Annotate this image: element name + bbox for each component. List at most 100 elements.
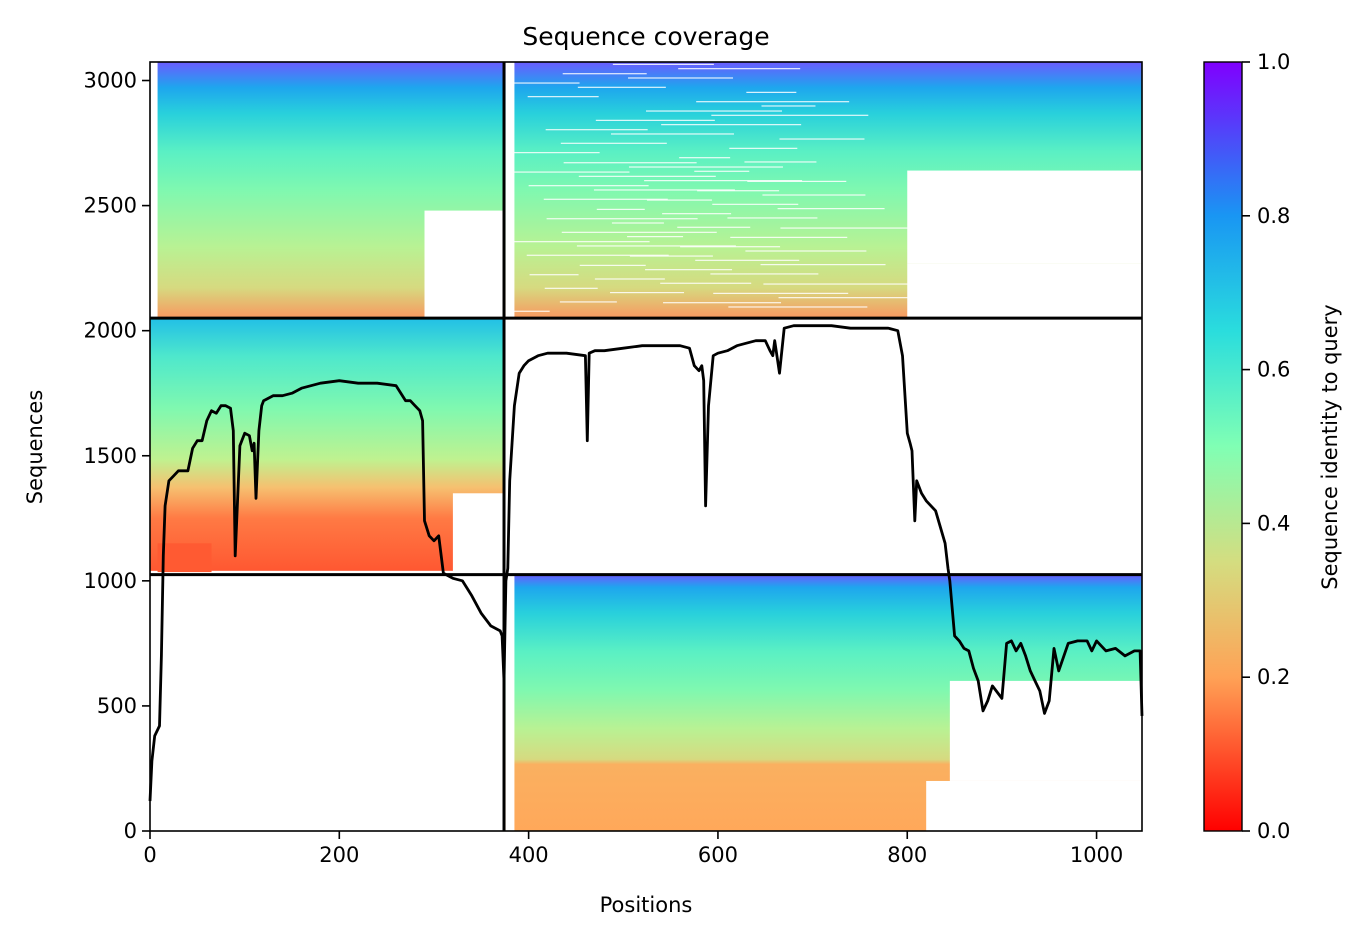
- gap-streak: [712, 203, 799, 205]
- gap-streak: [628, 77, 734, 79]
- y-tick-label: 2500: [84, 194, 137, 218]
- colorbar-gradient: [1203, 61, 1243, 832]
- y-tick-label: 0: [124, 819, 137, 843]
- uncovered-region: [949, 680, 1142, 781]
- gap-streak: [559, 301, 617, 303]
- series-line-coverage: [148, 324, 1144, 802]
- x-tick-label: 1000: [1070, 843, 1123, 867]
- gap-streak: [578, 175, 716, 177]
- gap-streak: [527, 96, 599, 98]
- gap-streak: [660, 282, 752, 284]
- gap-streak: [744, 161, 817, 163]
- gap-streak: [627, 236, 684, 238]
- gap-streak: [563, 162, 697, 164]
- x-tick-label: 0: [143, 843, 156, 867]
- gap-streak: [594, 278, 665, 280]
- gap-streak: [528, 185, 649, 187]
- gap-streak: [646, 199, 712, 201]
- gap-streak: [727, 217, 818, 219]
- gap-streak: [661, 124, 802, 126]
- colorbar-tick-label: 0.2: [1257, 665, 1290, 689]
- y-axis: 0 500 1000 1500 2000 2500 3000: [84, 69, 150, 843]
- uncovered-region: [452, 493, 505, 575]
- y-tick-label: 1500: [84, 444, 137, 468]
- gap-streak: [513, 171, 630, 173]
- gap-streak: [543, 198, 668, 200]
- gap-streak: [544, 287, 598, 289]
- gap-streak: [679, 157, 731, 159]
- colorbar-tick-label: 0.8: [1257, 204, 1290, 228]
- gap-streak: [763, 283, 916, 285]
- gap-streak: [512, 82, 580, 84]
- gap-streak: [577, 86, 666, 88]
- gap-streak: [596, 208, 645, 210]
- gap-streak: [710, 273, 819, 275]
- uncovered-region: [505, 62, 515, 319]
- gap-streak: [696, 101, 850, 103]
- gap-streak: [610, 291, 685, 294]
- x-tick-label: 400: [509, 843, 549, 867]
- uncovered-region: [424, 210, 505, 319]
- gap-streak: [777, 208, 885, 210]
- gap-streak: [628, 166, 783, 168]
- gap-streak: [761, 105, 816, 107]
- chart-title: Sequence coverage: [522, 22, 769, 51]
- gap-streak: [610, 133, 734, 135]
- y-tick-label: 3000: [84, 69, 137, 93]
- gap-streak: [695, 259, 800, 261]
- gap-streak: [562, 73, 647, 75]
- colorbar-tick-label: 0.4: [1257, 511, 1290, 535]
- gap-streak: [595, 119, 715, 121]
- x-tick-label: 800: [887, 843, 927, 867]
- gap-streak: [663, 302, 782, 304]
- uncovered-region: [926, 780, 1142, 831]
- gap-streak: [629, 255, 713, 257]
- gap-streak: [778, 297, 935, 299]
- gap-streak: [711, 114, 869, 116]
- y-tick-label: 2000: [84, 319, 137, 343]
- gap-streak: [611, 222, 664, 224]
- y-tick-label: 500: [97, 694, 137, 718]
- gap-streak: [526, 254, 669, 256]
- gap-streak: [662, 213, 732, 215]
- gap-streak: [645, 269, 733, 271]
- colorbar-ticks: 0.0 0.2 0.4 0.6 0.8 1.0: [1242, 50, 1290, 843]
- plot-frame: [149, 61, 1143, 832]
- gap-streak: [509, 310, 550, 312]
- gap-streak: [579, 264, 646, 266]
- uncovered-region: [907, 263, 1142, 319]
- gap-streak: [576, 245, 736, 247]
- gap-streak: [612, 63, 714, 65]
- gap-streak: [546, 218, 698, 220]
- uncovered-region: [907, 170, 1142, 264]
- gap-streak: [644, 180, 803, 182]
- gap-streak: [678, 68, 801, 70]
- uncovered-region: [505, 574, 515, 831]
- x-axis: 0 200 400 600 800 1000: [143, 831, 1123, 867]
- colorbar-tick-label: 0.6: [1257, 358, 1290, 382]
- coverage-series: [148, 324, 1144, 802]
- gap-streak: [529, 274, 579, 276]
- gap-streak: [545, 129, 648, 131]
- gap-streak: [730, 236, 848, 238]
- gap-streak: [697, 190, 780, 192]
- gap-streak: [646, 110, 782, 112]
- y-axis-label: Sequences: [23, 390, 47, 505]
- colorbar-tick-label: 0.0: [1257, 819, 1290, 843]
- gap-streak: [779, 138, 865, 140]
- colorbar-label: Sequence identity to query: [1318, 304, 1342, 589]
- x-axis-label: Positions: [600, 893, 693, 917]
- gap-streak: [561, 231, 717, 233]
- uncovered-region: [150, 570, 505, 575]
- gap-streak: [760, 264, 886, 266]
- gap-streak: [593, 189, 735, 191]
- gap-streak: [747, 180, 847, 183]
- gap-streak: [728, 306, 868, 308]
- gap-streak: [745, 250, 867, 252]
- gap-streak: [729, 147, 798, 149]
- gap-streak: [677, 226, 751, 228]
- colorbar: 0.0 0.2 0.4 0.6 0.8 1.0 Sequence identity to …: [1203, 50, 1342, 843]
- gap-streak: [780, 227, 915, 229]
- gap-streak: [510, 152, 600, 154]
